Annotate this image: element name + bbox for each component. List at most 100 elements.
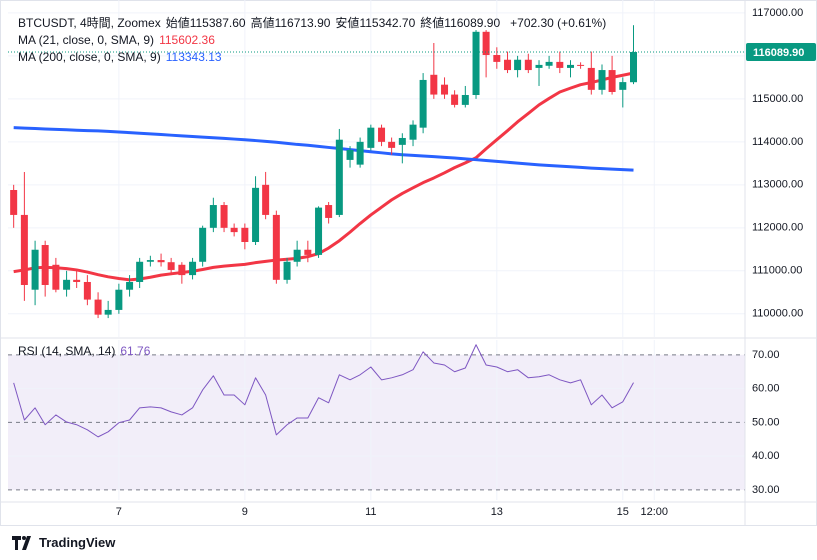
- ma-name: MA (200, close, 0, SMA, 9): [18, 50, 161, 64]
- x-tick-label: 7: [116, 506, 122, 518]
- candle-body: [157, 260, 165, 263]
- candle-body: [504, 59, 512, 71]
- ohlc-label: 終値: [420, 16, 445, 30]
- candle-body: [567, 64, 575, 68]
- candle-body: [115, 289, 123, 310]
- candle-body: [293, 249, 301, 262]
- ma200-legend: MA (200, close, 0, SMA, 9) 113343.13: [18, 49, 227, 65]
- candle-body: [41, 245, 49, 285]
- symbol-legend: BTCUSDT, 4時間, Zoomex 始値115387.60 高値116713.…: [18, 15, 611, 31]
- ohlc-label: 安値: [335, 16, 360, 30]
- candle-body: [451, 94, 459, 105]
- rsi-value: 61.76: [120, 344, 151, 358]
- y-tick-label: 30.00: [752, 484, 780, 496]
- ohlc-value: 116089.90: [444, 16, 501, 30]
- candle-body: [367, 127, 375, 148]
- candle-body: [20, 214, 28, 285]
- candle-body: [304, 249, 312, 255]
- ohlc-label: 始値: [165, 16, 190, 30]
- candle-body: [10, 189, 18, 215]
- y-tick-label: 117000.00: [752, 7, 803, 19]
- x-tick-label: 15: [617, 506, 629, 518]
- candle-body: [136, 261, 144, 282]
- y-tick-label: 113000.00: [752, 179, 803, 191]
- brand-text: TradingView: [39, 535, 116, 550]
- candle-body: [104, 309, 112, 315]
- candle-body: [31, 249, 39, 290]
- rsi-legend: RSI (14, SMA, 14) 61.76: [18, 343, 155, 359]
- candle-body: [398, 137, 406, 145]
- candle-body: [315, 207, 323, 255]
- candle-body: [524, 59, 532, 71]
- candle-body: [535, 64, 543, 68]
- candle-body: [378, 127, 386, 142]
- last-price-badge: [746, 43, 816, 62]
- candle-body: [335, 139, 343, 215]
- candle-body: [241, 227, 249, 243]
- candle-body: [283, 261, 291, 280]
- candle-body: [577, 64, 585, 66]
- candle-body: [94, 299, 102, 315]
- candle-body: [619, 82, 627, 90]
- x-tick-label: 11: [365, 506, 376, 518]
- candle-body: [230, 227, 238, 233]
- candle-body: [272, 214, 280, 280]
- ohlc-legend: 始値115387.60 高値116713.90 安値115342.70 終値11608…: [166, 16, 505, 30]
- candle-body: [199, 227, 207, 262]
- candle-body: [73, 279, 81, 282]
- candle-body: [220, 205, 228, 228]
- brand-logo: [12, 535, 31, 550]
- ma-value: 113343.13: [165, 50, 222, 64]
- candle-body: [252, 187, 260, 243]
- candle-body: [146, 260, 154, 262]
- candle-body: [167, 262, 175, 270]
- x-tick-label: 13: [491, 506, 503, 518]
- candle-body: [209, 205, 217, 228]
- candle-body: [482, 31, 490, 56]
- candle-body: [419, 79, 427, 128]
- candle-body: [409, 124, 417, 140]
- candle-body: [262, 184, 270, 215]
- y-tick-label: 70.00: [752, 349, 780, 361]
- ma-line: [13, 126, 634, 172]
- candle-body: [189, 261, 197, 276]
- x-tick-label: 12:00: [641, 506, 669, 518]
- candle-body: [608, 70, 616, 92]
- candle-body: [430, 74, 438, 95]
- symbol-title: BTCUSDT, 4時間, Zoomex: [18, 16, 161, 30]
- y-tick-label: 50.00: [752, 416, 780, 428]
- candle-body: [178, 264, 186, 276]
- candle-body: [461, 94, 469, 105]
- candle-body: [493, 55, 501, 62]
- ma21-legend: MA (21, close, 0, SMA, 9) 115602.36: [18, 32, 220, 48]
- y-tick-label: 115000.00: [752, 93, 803, 105]
- candle-body: [325, 205, 333, 218]
- candle-body: [545, 61, 553, 66]
- candle-body: [514, 59, 522, 71]
- y-tick-label: 110000.00: [752, 308, 803, 320]
- change-label: +702.30 (+0.61%): [510, 16, 607, 30]
- last-price-label: 116089.90: [753, 47, 804, 59]
- candle-body: [556, 61, 564, 68]
- ohlc-value: 115387.60: [189, 16, 246, 30]
- candle-body: [356, 141, 364, 165]
- ohlc-label: 高値: [250, 16, 275, 30]
- y-tick-label: 40.00: [752, 450, 780, 462]
- candle-body: [126, 281, 134, 290]
- y-tick-label: 114000.00: [752, 136, 803, 148]
- ma-line: [13, 71, 634, 282]
- brand: TradingView: [12, 535, 115, 550]
- candle-body: [52, 264, 60, 290]
- candle-body: [63, 279, 71, 290]
- candle-body: [630, 52, 638, 83]
- ohlc-value: 116713.90: [274, 16, 331, 30]
- candle-body: [472, 31, 480, 95]
- ohlc-value: 115342.70: [359, 16, 416, 30]
- candle-body: [587, 67, 595, 90]
- candle-body: [598, 70, 606, 90]
- y-tick-label: 60.00: [752, 383, 780, 395]
- candle-body: [388, 141, 396, 148]
- ma-value: 115602.36: [159, 33, 215, 47]
